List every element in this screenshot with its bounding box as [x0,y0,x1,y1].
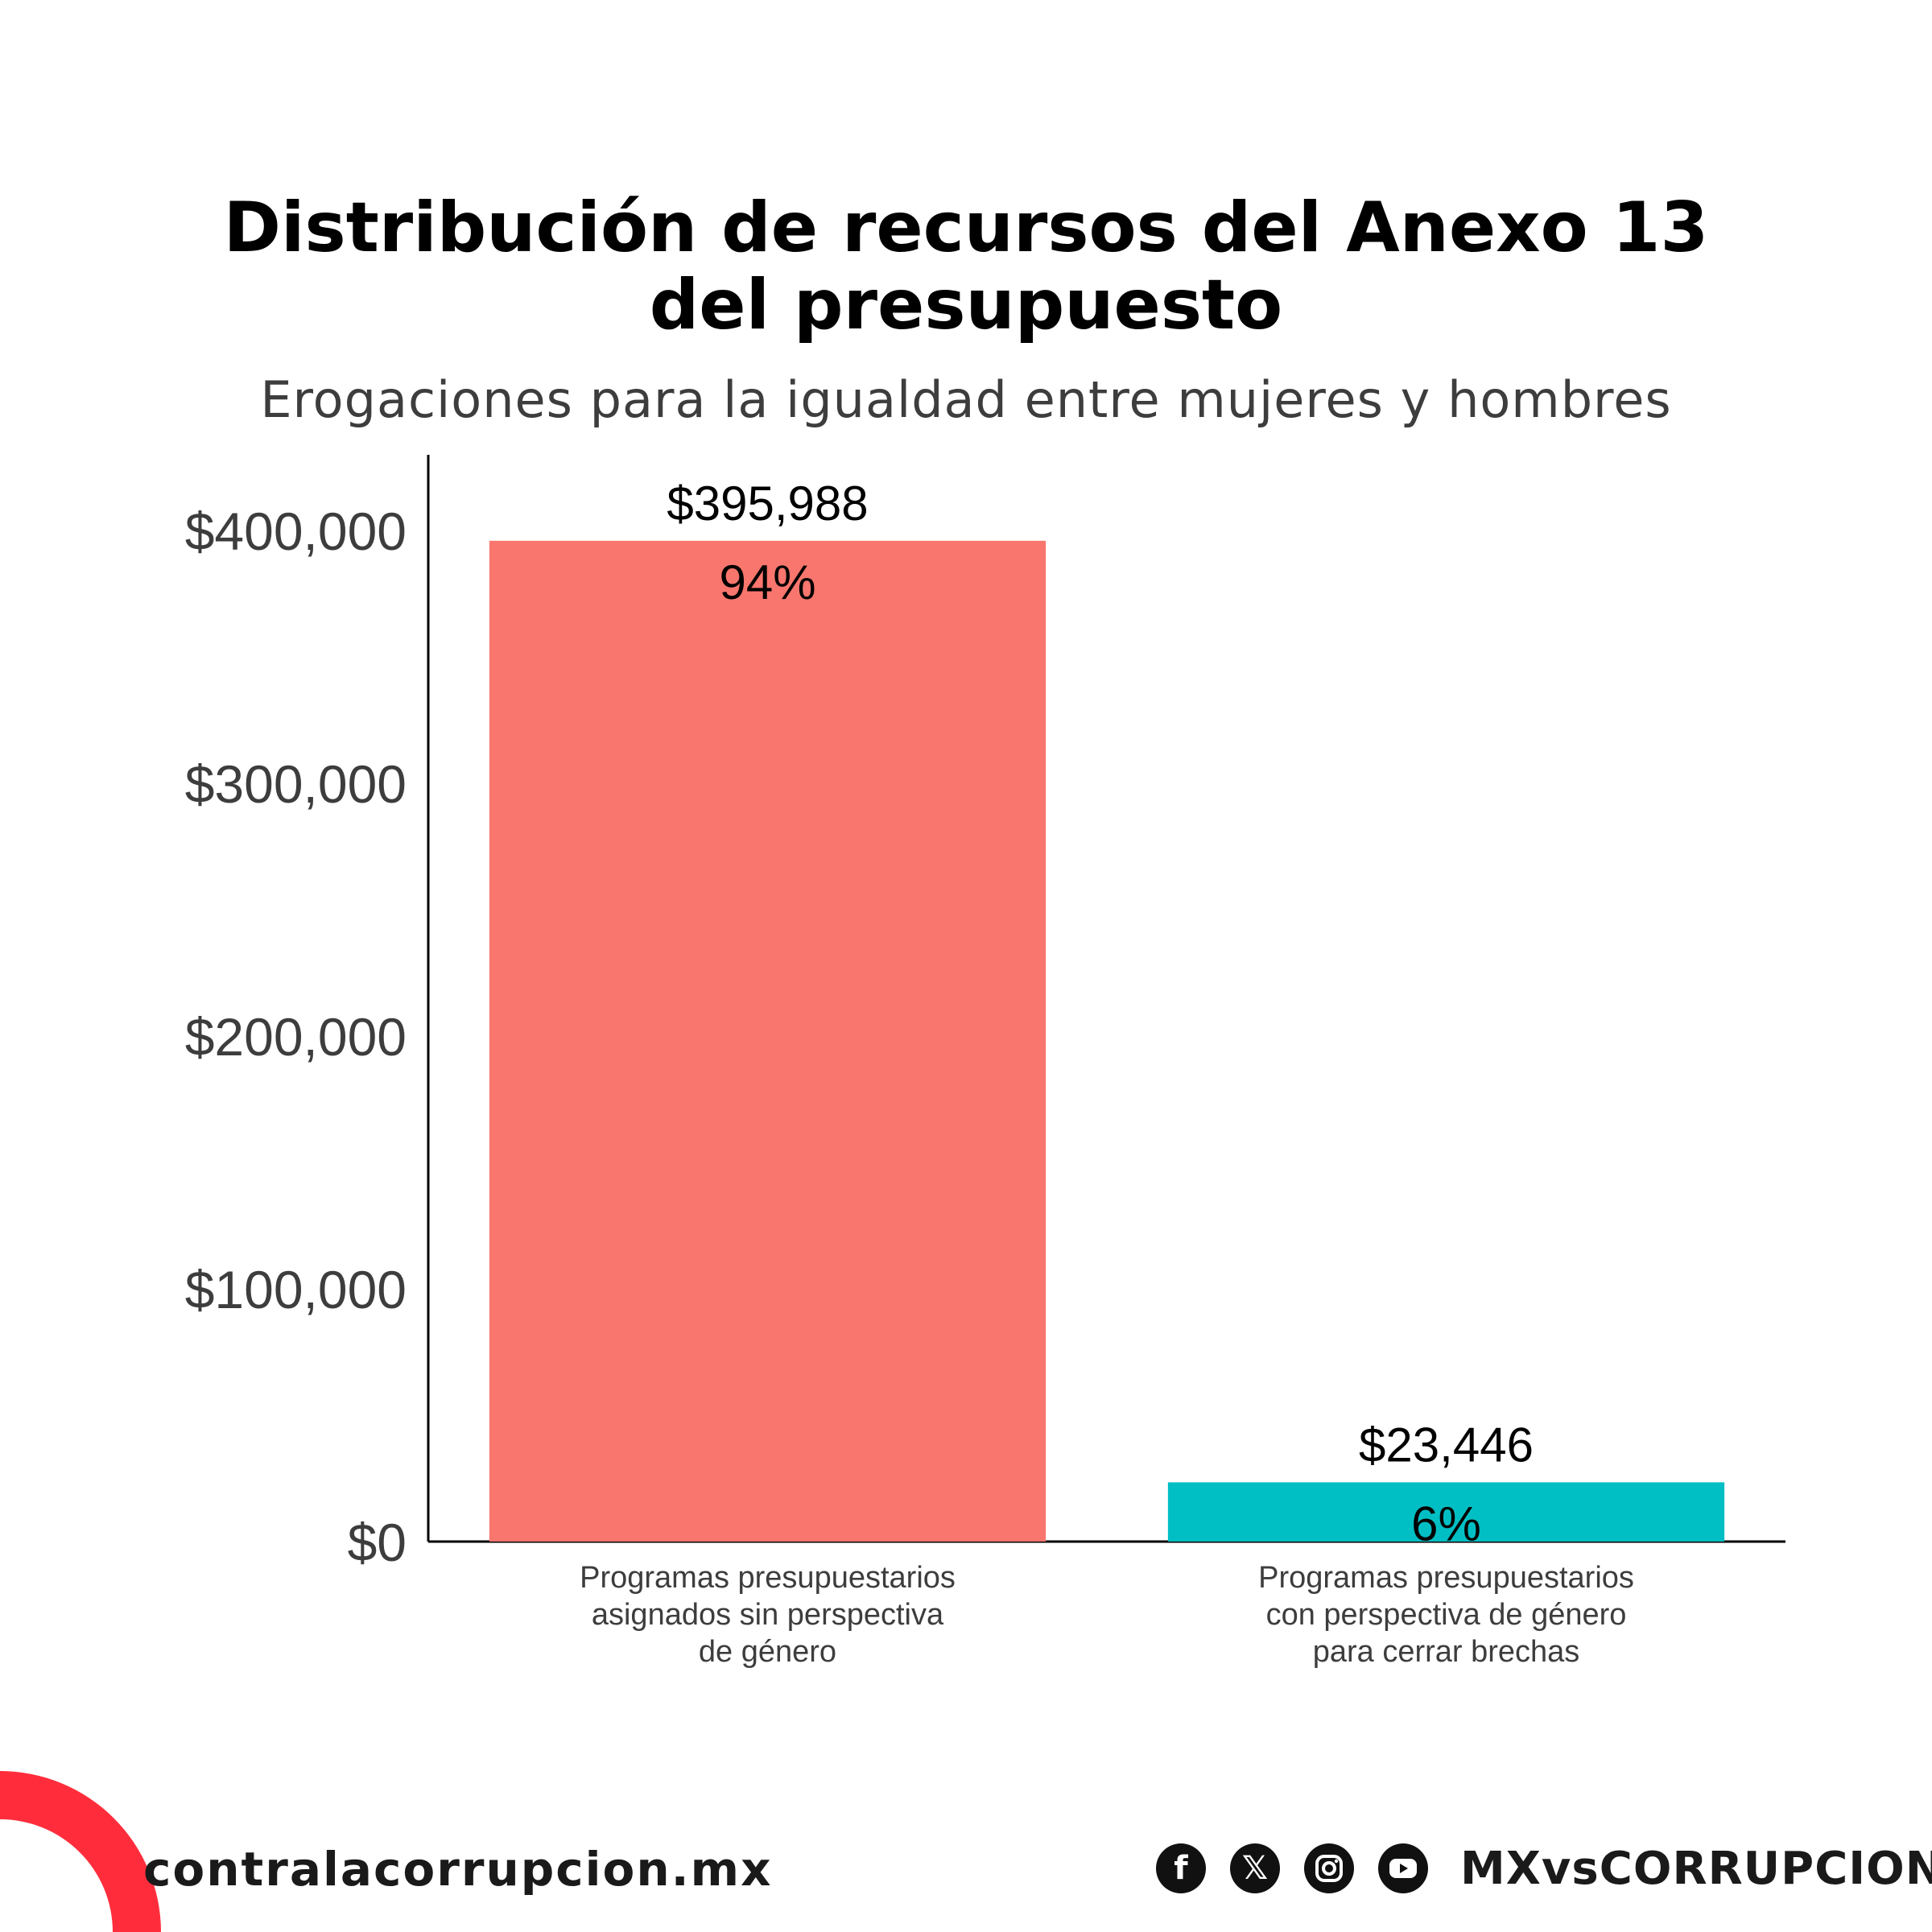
x-icon[interactable]: 𝕏 [1230,1843,1280,1893]
chart-title-line-2: del presupuesto [649,265,1283,345]
bar [489,540,1046,1542]
chart-title: Distribución de recursos del Anexo 13 de… [0,189,1932,344]
facebook-icon[interactable]: f [1156,1843,1206,1893]
chart-title-line-1: Distribución de recursos del Anexo 13 [223,188,1709,268]
y-tick-label: $100,000 [185,1260,407,1319]
social-handle: MXvsCORRUPCION [1460,1842,1932,1895]
site-name: contralacorrupcion.mx [143,1842,773,1897]
instagram-icon[interactable] [1304,1843,1354,1893]
youtube-icon[interactable] [1378,1843,1428,1893]
x-tick-label: de género [699,1635,836,1669]
y-tick-label: $0 [348,1513,407,1572]
bar-value-label: $23,446 [1359,1418,1534,1472]
bar-percent-label: 6% [1411,1496,1481,1550]
y-tick-label: $400,000 [185,502,407,561]
y-tick-label: $300,000 [185,754,407,814]
x-tick-label: Programas presupuestarios [580,1561,956,1595]
bar-value-label: $395,988 [667,477,868,530]
bar-percent-label: 94% [719,555,815,609]
brand-logo-arc [0,1771,161,1932]
bar [1167,1482,1725,1542]
x-tick-label: asignados sin perspectiva [592,1598,944,1632]
x-tick-label: para cerrar brechas [1313,1635,1580,1669]
x-tick-label: Programas presupuestarios [1258,1561,1634,1595]
social-bar: f 𝕏 MXvsCORRUPCION [1156,1840,1932,1897]
chart-subtitle: Erogaciones para la igualdad entre mujer… [260,370,1672,429]
y-tick-label: $200,000 [185,1007,407,1067]
x-tick-label: con perspectiva de género [1266,1598,1627,1632]
